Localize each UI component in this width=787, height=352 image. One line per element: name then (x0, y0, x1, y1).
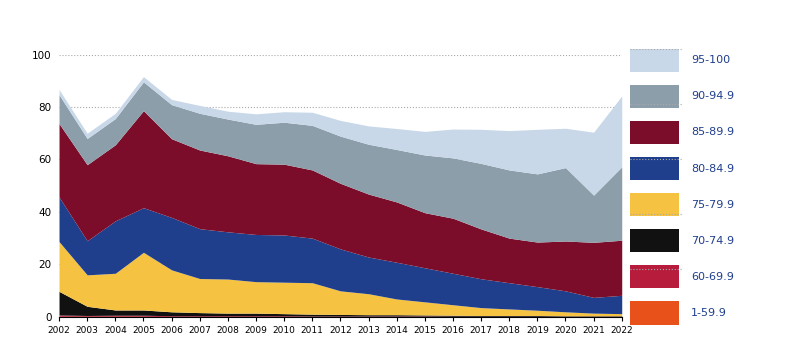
Text: 75-79.9: 75-79.9 (691, 200, 734, 209)
Text: Grades of Entering Full-Time Undergraduate Students from Ontario High Schools–Un: Grades of Entering Full-Time Undergradua… (6, 17, 762, 30)
Bar (630, 121, 678, 144)
Bar (630, 229, 678, 252)
Bar (630, 85, 678, 108)
Text: 90-94.9: 90-94.9 (691, 92, 734, 101)
Bar (630, 193, 678, 216)
Text: 60-69.9: 60-69.9 (691, 272, 733, 282)
Bar (630, 265, 678, 288)
Bar (630, 49, 678, 72)
Bar (630, 301, 678, 325)
Text: 85-89.9: 85-89.9 (691, 127, 734, 137)
Text: 95-100: 95-100 (691, 55, 730, 65)
Text: 80-84.9: 80-84.9 (691, 164, 734, 174)
Text: 70-74.9: 70-74.9 (691, 236, 734, 246)
Bar (630, 157, 678, 180)
Text: 1-59.9: 1-59.9 (691, 308, 727, 318)
